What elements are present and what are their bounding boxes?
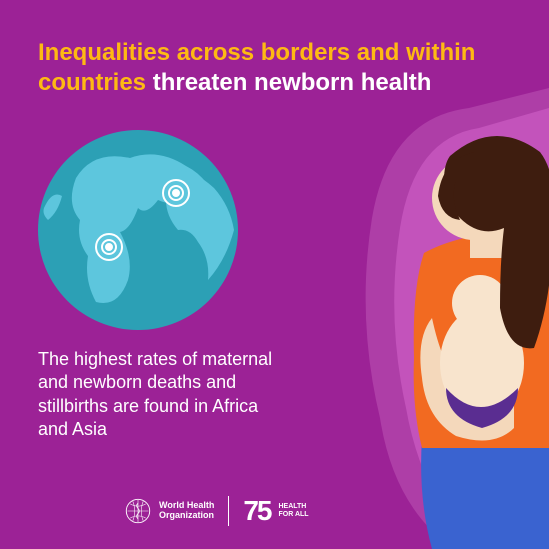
anniversary-number: 75	[243, 495, 270, 527]
tag-line1: HEALTH	[279, 503, 309, 511]
tag-line2: FOR ALL	[279, 511, 309, 519]
who-name: World Health Organization	[159, 501, 214, 521]
separator	[228, 496, 229, 526]
mother-baby-illustration	[294, 88, 549, 549]
footer-branding: World Health Organization 75 HEALTH FOR …	[125, 495, 309, 527]
globe-illustration	[38, 130, 238, 330]
tagline: HEALTH FOR ALL	[279, 503, 309, 518]
body-text: The highest rates of maternal and newbor…	[38, 348, 283, 442]
who-line2: Organization	[159, 511, 214, 521]
who-logo-icon	[125, 498, 151, 524]
